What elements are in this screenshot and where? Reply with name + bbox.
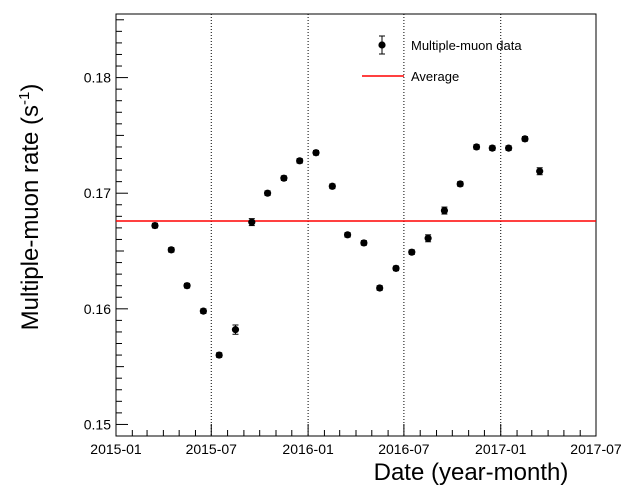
data-point xyxy=(424,234,432,242)
data-point xyxy=(296,157,304,165)
x-tick-label: 2015-07 xyxy=(186,441,238,457)
y-axis-title: Multiple-muon rate (s-1) xyxy=(16,84,44,331)
plot-frame xyxy=(115,13,597,437)
data-points-layer xyxy=(151,135,544,359)
data-point xyxy=(408,248,416,256)
data-point xyxy=(263,189,272,197)
data-point xyxy=(392,264,400,272)
x-tick-label: 2016-01 xyxy=(282,441,334,457)
y-axis-title-superscript: -1 xyxy=(16,92,33,105)
y-tick-label: 0.17 xyxy=(84,185,111,201)
plot-border xyxy=(115,13,597,437)
data-point xyxy=(521,135,529,143)
y-tick-label: 0.18 xyxy=(84,70,111,86)
x-tick-label: 2017-01 xyxy=(475,441,527,457)
data-point xyxy=(312,149,320,157)
x-axis-title: Date (year-month) xyxy=(374,459,569,486)
x-tick-label: 2017-07 xyxy=(570,441,622,457)
data-point xyxy=(231,326,240,334)
y-axis-title-suffix: ) xyxy=(17,84,44,92)
data-point xyxy=(505,144,513,152)
vertical-reference-lines xyxy=(210,14,502,436)
axes-layer: 0.15 0.16 0.17 0.18 2015-01 2015-07 2016-01 201… xyxy=(84,19,622,457)
y-tick-label: 0.15 xyxy=(84,416,111,432)
data-point xyxy=(360,239,368,247)
data-point xyxy=(343,231,352,239)
data-point xyxy=(536,167,544,175)
data-point xyxy=(488,144,496,152)
data-point xyxy=(183,282,191,290)
data-point xyxy=(151,221,159,230)
data-point xyxy=(328,182,336,190)
data-point xyxy=(456,180,464,188)
data-point xyxy=(280,174,288,182)
data-point xyxy=(440,206,449,215)
x-tick-label: 2015-01 xyxy=(90,441,142,457)
data-point xyxy=(199,307,207,315)
data-point xyxy=(376,284,384,292)
legend-label-average: Average xyxy=(411,69,459,84)
data-point xyxy=(472,143,481,151)
data-point xyxy=(167,246,175,254)
data-point xyxy=(215,351,223,359)
legend-label-data: Multiple-muon data xyxy=(411,38,522,53)
y-axis-title-main: Multiple-muon rate (s xyxy=(17,105,44,330)
y-tick-label: 0.16 xyxy=(84,301,111,317)
legend-marker-point xyxy=(378,41,386,49)
legend: Multiple-muon data Average xyxy=(362,35,522,84)
x-tick-label: 2016-07 xyxy=(378,441,430,457)
data-point xyxy=(248,218,256,226)
